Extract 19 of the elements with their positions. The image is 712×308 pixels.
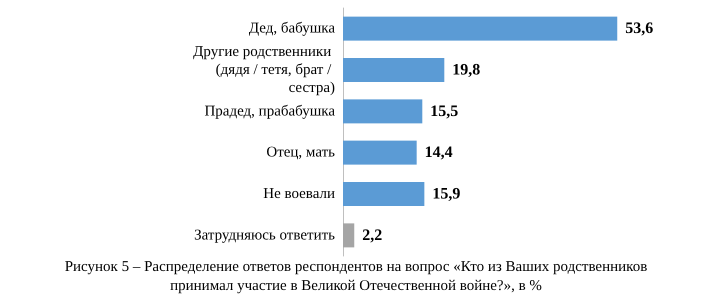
bar: [343, 223, 354, 248]
data-label: 15,9: [432, 186, 460, 202]
bar: [343, 58, 444, 82]
data-label: 19,8: [452, 62, 480, 78]
bar: [343, 16, 618, 41]
data-label: 14,4: [424, 144, 453, 162]
y-tick-label: Отец, мать: [266, 144, 336, 161]
bar: [343, 182, 424, 206]
bar: [343, 99, 422, 124]
y-tick-label: Дед, бабушка: [248, 20, 336, 37]
y-tick-label: Другие родственники (дядя / тетя, брат / сестра): [193, 44, 336, 96]
data-label: 2,2: [362, 226, 382, 244]
data-label: 15,5: [430, 102, 458, 120]
text: Рисунок 5 – Распределение ответов респондентов на вопрос «Кто из Ваших родственников принимал участие в Великой Отечественной войне?», в %: [64, 258, 648, 296]
y-tick-label: Не воевали: [263, 186, 335, 202]
y-tick-label: Затрудняюсь ответить: [194, 227, 336, 244]
bar: [343, 140, 417, 165]
data-label: 53,6: [625, 20, 654, 38]
y-tick-label: Прадед, прабабушка: [204, 103, 336, 120]
